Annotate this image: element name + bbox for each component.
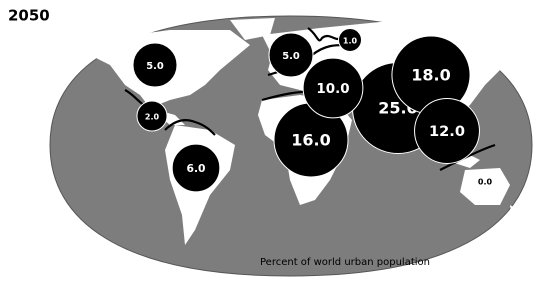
bubble-label: 5.0 — [146, 61, 164, 72]
bubble — [414, 98, 480, 164]
bubble — [136, 100, 168, 132]
bubble-label: 2.0 — [145, 113, 160, 122]
bubble-label: 1.0 — [343, 37, 358, 46]
bubble — [268, 32, 314, 78]
caption: Percent of world urban population — [260, 257, 430, 268]
bubble-label: 5.0 — [282, 51, 300, 62]
bubble-label: 12.0 — [429, 123, 465, 140]
bubbles: 25.018.016.0 12.010.06.05.05.02.01.00.0 — [132, 28, 493, 193]
bubble — [171, 143, 221, 193]
bubble-label: 16.0 — [291, 131, 330, 150]
bubble-label: 18.0 — [411, 66, 450, 85]
bubble — [302, 57, 364, 119]
bubble-label: 6.0 — [187, 162, 206, 175]
bubble-label: 0.0 — [478, 178, 493, 187]
map-title: 2050 — [8, 7, 50, 25]
bubble-label: 10.0 — [316, 82, 349, 97]
bubble — [338, 28, 362, 52]
bubble — [132, 42, 178, 88]
